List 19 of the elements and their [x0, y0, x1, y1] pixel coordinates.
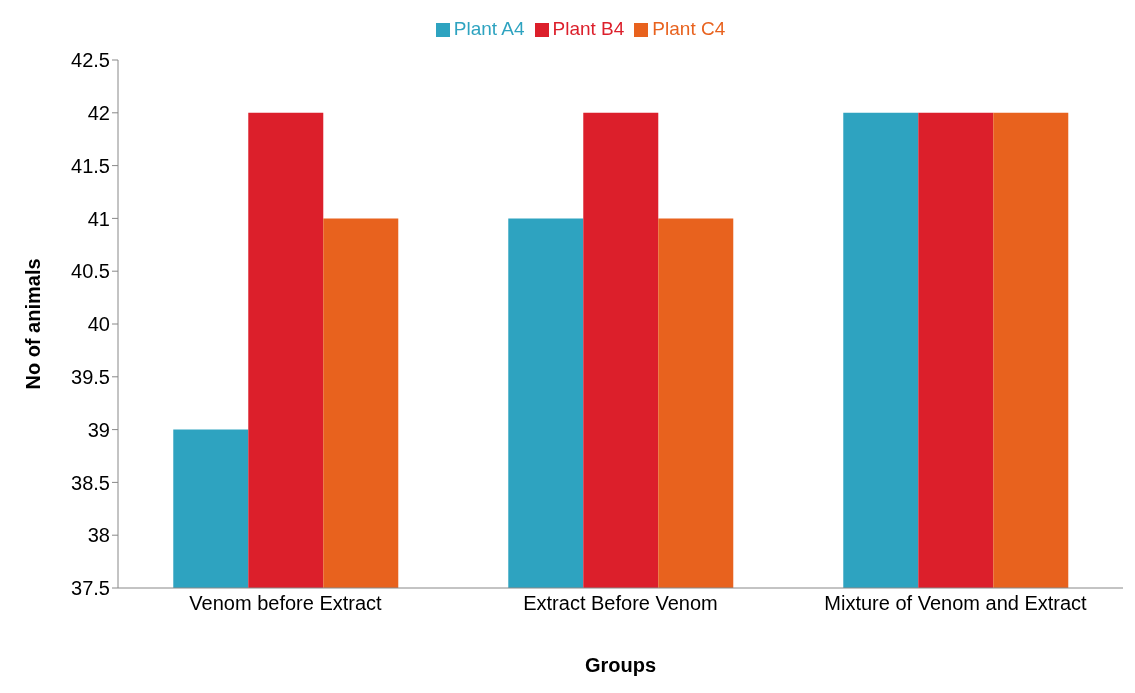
y-tick-label: 39 — [87, 418, 110, 441]
y-tick-label: 40.5 — [71, 260, 110, 283]
legend-label: Plant C4 — [652, 18, 726, 39]
y-tick-label: 39.5 — [71, 365, 110, 388]
y-tick-label: 41 — [87, 207, 110, 230]
y-tick-label: 42 — [87, 101, 110, 124]
x-axis-title: Groups — [584, 654, 657, 677]
y-tick-label: 40 — [87, 313, 110, 336]
x-tick-label: Venom before Extract — [189, 592, 383, 615]
y-tick-label: 41.5 — [71, 154, 110, 177]
y-tick-label: 37.5 — [71, 577, 110, 600]
x-tick-label: Mixture of Venom and Extract — [824, 592, 1088, 615]
legend-label: Plant B4 — [552, 18, 625, 39]
legend-label: Plant A4 — [453, 18, 525, 39]
y-tick-label: 38.5 — [71, 471, 110, 494]
y-tick-label: 42.5 — [71, 49, 110, 72]
x-tick-label: Extract Before Venom — [523, 592, 718, 615]
y-tick-label: 38 — [87, 524, 110, 547]
y-axis-title: No of animals — [22, 258, 45, 390]
